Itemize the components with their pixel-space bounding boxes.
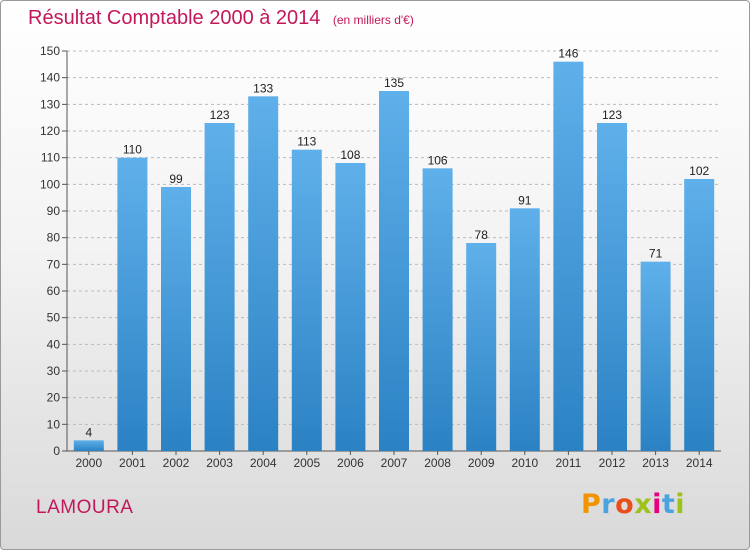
y-tick-label: 30 xyxy=(47,364,61,378)
y-tick-label: 0 xyxy=(53,444,60,458)
logo-letter: i xyxy=(675,489,686,520)
bar-2005 xyxy=(291,149,322,451)
y-tick-label: 50 xyxy=(47,311,61,325)
y-tick-label: 120 xyxy=(40,124,60,138)
bar-2002 xyxy=(161,187,191,451)
bar-2000 xyxy=(73,440,104,451)
y-tick-label: 60 xyxy=(47,284,61,298)
x-tick-label-2007: 2007 xyxy=(381,456,408,470)
value-label-2010: 91 xyxy=(518,193,532,207)
title-line: Résultat Comptable 2000 à 2014 (en milli… xyxy=(28,7,414,30)
logo-letter: i xyxy=(652,489,662,520)
logo-letter: P xyxy=(581,489,602,520)
x-tick-label-2000: 2000 xyxy=(75,456,102,470)
bar-2003 xyxy=(204,123,235,451)
logo-letter: t xyxy=(661,489,676,520)
value-label-2003: 123 xyxy=(210,108,230,122)
y-tick-label: 10 xyxy=(47,417,61,431)
y-tick-label: 130 xyxy=(40,97,60,111)
x-tick-label-2006: 2006 xyxy=(337,456,364,470)
bar-2010 xyxy=(509,208,540,451)
bar-2009 xyxy=(466,243,497,451)
bar-2008 xyxy=(422,168,453,452)
logo-letter: x xyxy=(634,489,653,520)
value-label-2002: 99 xyxy=(169,172,183,186)
logo-letter: r xyxy=(601,489,616,520)
bars xyxy=(73,61,715,452)
chart-title: Résultat Comptable 2000 à 2014 xyxy=(28,7,321,29)
x-tick-label-2004: 2004 xyxy=(250,456,277,470)
bar-2011 xyxy=(553,61,584,452)
x-tick-label-2013: 2013 xyxy=(642,456,669,470)
bar-2006 xyxy=(335,163,366,451)
value-label-2014: 102 xyxy=(689,164,709,178)
y-tick-label: 20 xyxy=(47,391,61,405)
value-label-2011: 146 xyxy=(558,47,578,61)
y-tick-label: 80 xyxy=(47,231,61,245)
x-tick-label-2009: 2009 xyxy=(468,456,495,470)
bar-2012 xyxy=(597,123,627,451)
x-tick-label-2008: 2008 xyxy=(424,456,451,470)
bar-2007 xyxy=(379,91,409,451)
x-tick-label-2002: 2002 xyxy=(163,456,190,470)
bar-2001 xyxy=(117,157,148,451)
value-label-2007: 135 xyxy=(384,76,404,90)
value-label-2008: 106 xyxy=(428,153,448,167)
value-label-2004: 133 xyxy=(253,81,273,95)
x-tick-label-2011: 2011 xyxy=(555,456,581,470)
logo-letter: o xyxy=(615,489,635,520)
value-label-2006: 108 xyxy=(340,148,360,162)
y-tick-label: 150 xyxy=(40,44,60,58)
bar-2013 xyxy=(640,261,671,451)
y-tick-label: 140 xyxy=(40,71,60,85)
y-tick-label: 110 xyxy=(41,151,60,165)
value-label-2001: 110 xyxy=(123,143,142,157)
x-tick-label-2010: 2010 xyxy=(511,456,538,470)
chart-subtitle: (en milliers d'€) xyxy=(332,13,414,27)
x-tick-label-2014: 2014 xyxy=(686,456,713,470)
x-tick-label-2012: 2012 xyxy=(599,456,626,470)
labels: 4 2000 110 2001 99 2002 123 2003 133 2004 113 2005 1… xyxy=(75,47,712,470)
y-tick-label: 100 xyxy=(40,177,60,191)
y-tick-label: 40 xyxy=(47,337,61,351)
value-label-2013: 71 xyxy=(649,247,663,261)
place-name: LAMOURA xyxy=(36,497,134,518)
x-tick-label-2003: 2003 xyxy=(206,456,233,470)
x-tick-label-2005: 2005 xyxy=(293,456,320,470)
x-tick-label-2001: 2001 xyxy=(119,456,146,470)
value-label-2012: 123 xyxy=(602,108,622,122)
value-label-2009: 78 xyxy=(475,228,489,242)
value-label-2005: 113 xyxy=(297,135,316,149)
y-tick-label: 70 xyxy=(47,257,61,271)
value-label-2000: 4 xyxy=(85,425,92,439)
y-tick-label: 90 xyxy=(47,204,61,218)
bar-2004 xyxy=(248,96,279,451)
proxiti-logo: Proxiti xyxy=(581,489,685,520)
bar-2014 xyxy=(684,179,715,451)
